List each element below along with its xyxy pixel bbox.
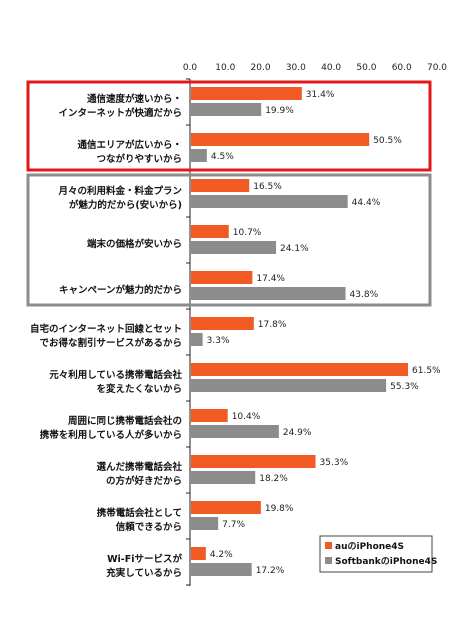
data-label: 31.4% <box>306 90 335 100</box>
bar-softbank <box>191 103 262 116</box>
x-tick-label: 60.0 <box>392 63 412 73</box>
legend-swatch <box>325 557 332 564</box>
bar-au <box>191 133 370 146</box>
x-tick-label: 0.0 <box>183 63 198 73</box>
legend-box <box>319 535 433 573</box>
category-label: インターネットが快適だから <box>58 107 182 119</box>
data-label: 17.8% <box>258 320 287 330</box>
data-label: 24.1% <box>280 244 309 254</box>
data-label: 17.4% <box>256 274 285 284</box>
category-label: 携帯電話会社として <box>97 507 182 519</box>
data-label: 55.3% <box>390 382 419 392</box>
highlight-frame-gray <box>26 173 432 307</box>
bar-softbank <box>191 195 348 208</box>
data-label: 44.4% <box>352 198 381 208</box>
category-label: 携帯を利用している人が多いから <box>40 429 182 441</box>
category-label: 自宅のインターネット回線とセット <box>30 323 182 335</box>
data-label: 19.9% <box>265 106 294 116</box>
category-label: 充実しているから <box>106 567 182 579</box>
data-label: 43.8% <box>350 290 379 300</box>
bar-au <box>191 87 302 100</box>
bar-au <box>191 225 229 238</box>
bar-au <box>191 363 409 376</box>
category-label: 通信エリアが広いから・ <box>77 139 182 151</box>
bar-softbank <box>191 563 252 576</box>
data-label: 50.5% <box>373 136 402 146</box>
highlight-frame-red <box>26 80 432 172</box>
legend-label: SoftbankのiPhone4S <box>335 556 437 567</box>
category-label: キャンペーンが魅力的だから <box>59 284 182 296</box>
category-label: 周囲に同じ携帯電話会社の <box>68 415 182 427</box>
x-tick-label: 40.0 <box>321 63 341 73</box>
category-label: つながりやすいから <box>96 153 182 165</box>
bar-au <box>191 409 228 422</box>
data-label: 17.2% <box>256 566 285 576</box>
bar-au <box>191 271 253 284</box>
data-label: 24.9% <box>283 428 312 438</box>
legend-label: auのiPhone4S <box>335 541 404 552</box>
bar-softbank <box>191 149 207 162</box>
data-label: 4.2% <box>210 550 233 560</box>
data-label: 7.7% <box>222 520 245 530</box>
x-tick-label: 70.0 <box>427 63 447 73</box>
category-label: 通信速度が速いから・ <box>87 93 182 105</box>
category-label: を変えたくないから <box>96 383 182 395</box>
data-label: 61.5% <box>412 366 441 376</box>
category-label: 元々利用している携帯電話会社 <box>49 369 182 381</box>
data-label: 19.8% <box>265 504 294 514</box>
data-label: 18.2% <box>259 474 288 484</box>
bar-softbank <box>191 287 346 300</box>
bar-softbank <box>191 517 219 530</box>
bar-au <box>191 179 250 192</box>
data-label: 3.3% <box>207 336 230 346</box>
bar-au <box>191 455 316 468</box>
category-label: 端末の価格が安いから <box>87 238 182 250</box>
data-label: 10.7% <box>233 228 262 238</box>
category-label: 信頼できるから <box>116 521 182 533</box>
bar-au <box>191 317 254 330</box>
bar-softbank <box>191 241 277 254</box>
x-tick-label: 50.0 <box>356 63 376 73</box>
bar-softbank <box>191 425 279 438</box>
bar-softbank <box>191 471 256 484</box>
data-label: 4.5% <box>211 152 234 162</box>
data-label: 10.4% <box>232 412 261 422</box>
category-label: でお得な割引サービスがあるから <box>39 337 182 349</box>
x-tick-label: 10.0 <box>215 63 235 73</box>
category-label: の方が好きだから <box>106 475 182 487</box>
bar-softbank <box>191 379 387 392</box>
category-label: Wi-Fiサービスが <box>107 553 182 565</box>
bar-au <box>191 501 261 514</box>
x-tick-label: 30.0 <box>286 63 306 73</box>
legend-swatch <box>325 542 332 549</box>
category-label: が魅力的だから(安いから) <box>69 199 182 211</box>
bar-au <box>191 547 206 560</box>
data-label: 16.5% <box>253 182 282 192</box>
bar-softbank <box>191 333 203 346</box>
x-tick-label: 20.0 <box>251 63 271 73</box>
data-label: 35.3% <box>320 458 349 468</box>
category-label: 月々の利用料金・料金プラン <box>57 185 182 197</box>
category-label: 選んだ携帯電話会社 <box>96 461 182 473</box>
